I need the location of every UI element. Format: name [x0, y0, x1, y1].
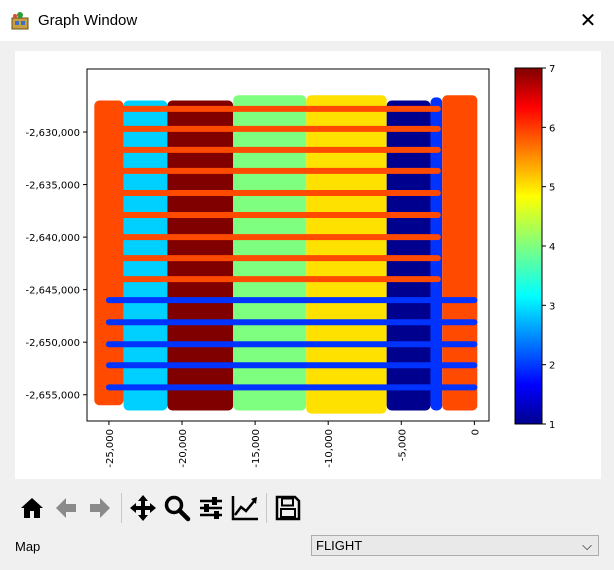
app-icon [11, 12, 29, 30]
forward-button[interactable] [83, 491, 117, 525]
colorbar-tick-label: 1 [549, 420, 555, 431]
colorbar-tick-label: 3 [549, 301, 555, 312]
y-tick-label: -2,645,000 [25, 286, 80, 297]
x-tick-label: -5,000 [397, 429, 408, 461]
arrow-right-icon [90, 498, 110, 518]
flight-block-0 [94, 100, 124, 406]
back-button[interactable] [49, 491, 83, 525]
colorbar-tick-label: 7 [549, 64, 555, 75]
home-button[interactable] [15, 491, 49, 525]
y-tick-label: -2,640,000 [25, 233, 80, 244]
flight-block-4 [306, 95, 387, 414]
configure-subplots-button[interactable] [194, 491, 228, 525]
colorbar-tick-label: 5 [549, 183, 555, 194]
close-icon: ✕ [579, 9, 597, 32]
chevron-down-icon: ⌵ [582, 538, 592, 553]
x-tick-label: -10,000 [324, 429, 335, 468]
flight-block-7 [442, 95, 478, 411]
navigation-toolbar [15, 491, 305, 525]
x-tick-label: -20,000 [178, 429, 189, 468]
x-tick-label: -15,000 [251, 429, 262, 468]
x-tick-label: -25,000 [105, 429, 116, 468]
y-tick-label: -2,655,000 [25, 391, 80, 402]
zoom-button[interactable] [160, 491, 194, 525]
window-title: Graph Window [38, 12, 138, 29]
pan-button[interactable] [126, 491, 160, 525]
y-tick-label: -2,635,000 [25, 181, 80, 192]
move-icon [130, 495, 156, 521]
close-button[interactable]: ✕ [570, 4, 606, 36]
axes-frame [86, 68, 490, 422]
map-select-value: FLIGHT [316, 538, 363, 553]
edit-axes-button[interactable] [228, 491, 262, 525]
toolbar-separator [121, 493, 122, 523]
save-button[interactable] [271, 491, 305, 525]
x-tick-label: 0 [470, 429, 481, 435]
colorbar-tick-label: 4 [549, 242, 555, 253]
y-tick-label: -2,630,000 [25, 128, 80, 139]
colorbar-tick-label: 2 [549, 361, 555, 372]
toolbar-separator [266, 493, 267, 523]
colorbar [514, 67, 543, 425]
y-tick-label: -2,650,000 [25, 338, 80, 349]
figure-canvas[interactable]: -2,630,000 -2,635,000 -2,640,000 -2,645,000… [15, 51, 601, 479]
scatter-plot: -2,630,000 -2,635,000 -2,640,000 -2,645,000… [25, 64, 555, 468]
home-icon [21, 498, 43, 518]
colorbar-tick-label: 6 [549, 123, 555, 134]
zoom-icon [164, 495, 191, 522]
save-icon [275, 495, 301, 521]
line-chart-icon [231, 496, 258, 521]
flight-block-3 [233, 95, 307, 411]
flight-block-6 [430, 97, 443, 411]
sliders-icon [200, 497, 222, 519]
arrow-left-icon [56, 498, 76, 518]
title-bar: Graph Window ✕ [0, 0, 614, 41]
map-label: Map [15, 539, 41, 554]
map-select[interactable]: FLIGHT ⌵ [311, 535, 599, 556]
